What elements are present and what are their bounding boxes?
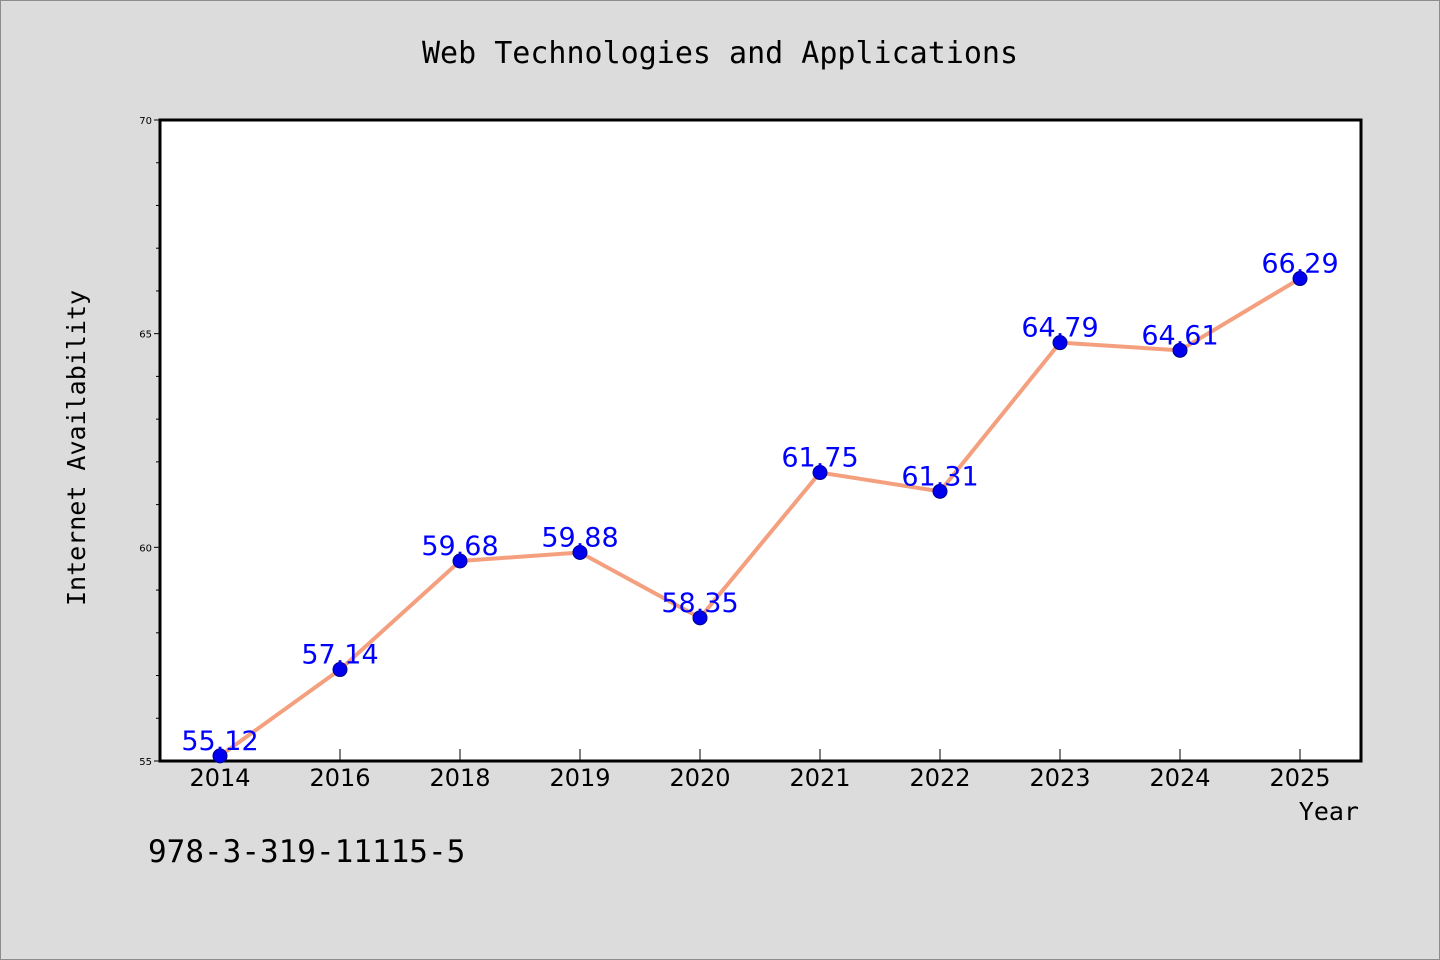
x-tick-label: 2019 [549,764,610,792]
data-label: 64.61 [1141,320,1218,351]
x-tick-label: 2018 [429,764,490,792]
data-label: 59.88 [541,522,618,553]
data-point [1052,335,1068,351]
data-point [692,610,708,626]
x-tick-label: 2014 [189,764,250,792]
chart-title: Web Technologies and Applications [422,36,1018,71]
y-tick-label: 70 [139,116,152,127]
y-tick-label: 65 [139,330,152,341]
data-point [452,553,468,569]
data-label: 58.35 [661,588,738,619]
data-point [812,465,828,481]
x-axis-label: Year [1299,797,1359,826]
data-point [332,662,348,678]
x-tick-label: 2023 [1029,764,1090,792]
data-point [212,748,228,764]
x-tick-label: 2024 [1149,764,1210,792]
series-line [218,276,1302,758]
x-tick-label: 2021 [789,764,850,792]
data-label: 61.75 [781,443,858,474]
data-label: 55.12 [181,726,258,757]
x-axis: 2014 2016 2018 2019 2020 2021 2022 2023 2024 2025 [189,749,1331,792]
data-label: 57.14 [301,640,378,671]
y-tick-label: 55 [139,757,152,768]
isbn-text: 978-3-319-11115-5 [148,834,466,870]
data-label: 64.79 [1021,313,1098,344]
y-tick-label: 60 [139,543,152,554]
x-tick-label: 2025 [1269,764,1330,792]
data-point [932,483,948,499]
data-point [1292,271,1308,287]
x-tick-label: 2016 [309,764,370,792]
y-axis: 55 60 65 70 [139,116,160,768]
x-tick-label: 2022 [909,764,970,792]
data-label: 59.68 [421,531,498,562]
series-layer: 55.12 57.14 59.68 59.88 58.35 61.75 61.31 64.79… [181,249,1339,764]
data-label: 66.29 [1261,249,1338,280]
data-label: 61.31 [901,461,978,492]
x-tick-label: 2020 [669,764,730,792]
data-point [1172,342,1188,358]
plot-area [158,118,1363,763]
data-point [572,544,588,560]
y-axis-label: Internet Availability [62,290,91,606]
